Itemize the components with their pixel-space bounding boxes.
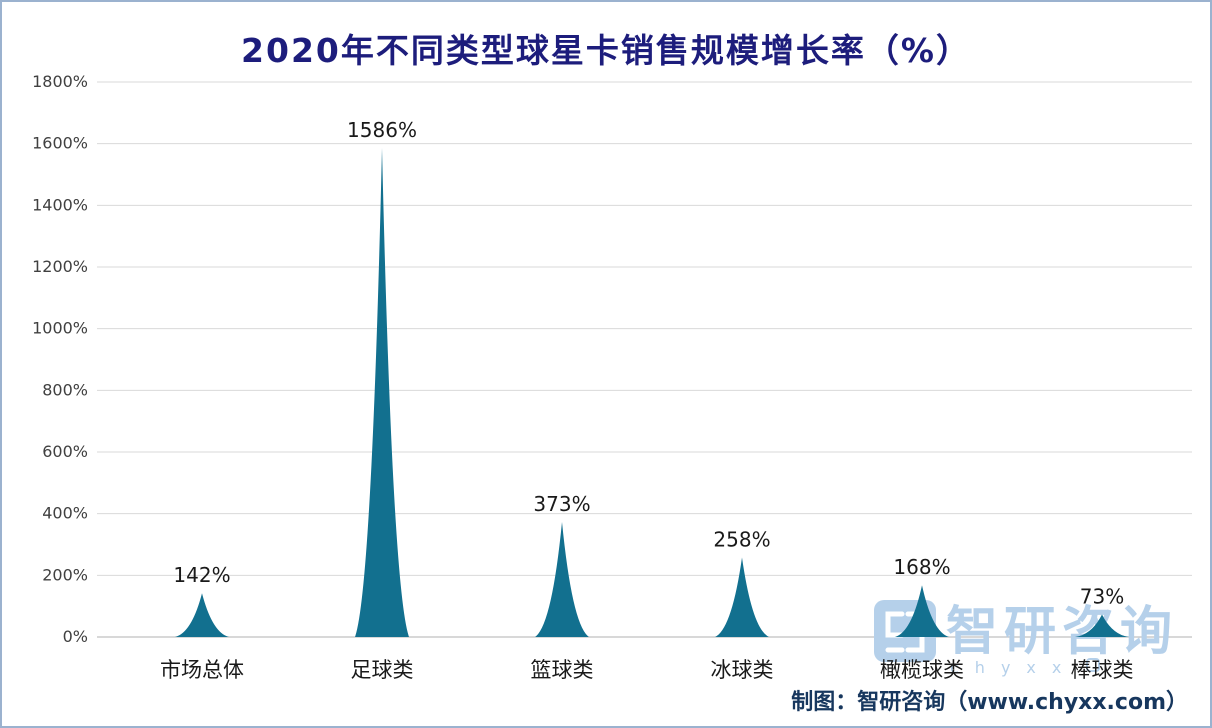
- watermark-brand-text: 智研咨询: [946, 602, 1178, 662]
- value-label: 258%: [713, 527, 770, 551]
- y-tick-label: 1200%: [32, 257, 88, 276]
- watermark-subtext-square-icon: [1086, 658, 1100, 672]
- value-label: 168%: [893, 555, 950, 579]
- value-label: 142%: [173, 563, 230, 587]
- chart-title: 2020年不同类型球星卡销售规模增长率（%）: [241, 31, 971, 70]
- y-tick-label: 600%: [42, 442, 88, 461]
- source-caption: 制图：智研咨询（www.chyxx.com）: [791, 690, 1188, 715]
- bar-triangle: [535, 521, 589, 637]
- bar-triangle: [355, 147, 409, 637]
- category-label: 市场总体: [160, 658, 244, 682]
- bar-triangle: [715, 557, 769, 637]
- y-tick-label: 0%: [63, 627, 88, 646]
- value-label: 73%: [1080, 584, 1124, 608]
- bar-triangle: [1075, 614, 1129, 637]
- y-tick-label: 1600%: [32, 134, 88, 153]
- category-label: 棒球类: [1071, 658, 1134, 682]
- y-tick-label: 400%: [42, 504, 88, 523]
- bar-triangle: [175, 593, 229, 637]
- y-tick-label: 1800%: [32, 72, 88, 91]
- watermark-subtext: chyxx: [950, 658, 1077, 677]
- bar-triangle: [895, 585, 949, 637]
- category-label: 篮球类: [531, 658, 594, 682]
- y-tick-label: 800%: [42, 380, 88, 399]
- category-label: 足球类: [351, 658, 414, 682]
- value-label: 373%: [533, 492, 590, 516]
- y-tick-label: 200%: [42, 565, 88, 584]
- category-label: 橄榄球类: [880, 658, 964, 682]
- watermark-logo-glyph: [885, 611, 905, 653]
- y-tick-label: 1400%: [32, 195, 88, 214]
- category-label: 冰球类: [711, 658, 774, 682]
- y-tick-label: 1000%: [32, 319, 88, 338]
- value-label: 1586%: [347, 118, 417, 142]
